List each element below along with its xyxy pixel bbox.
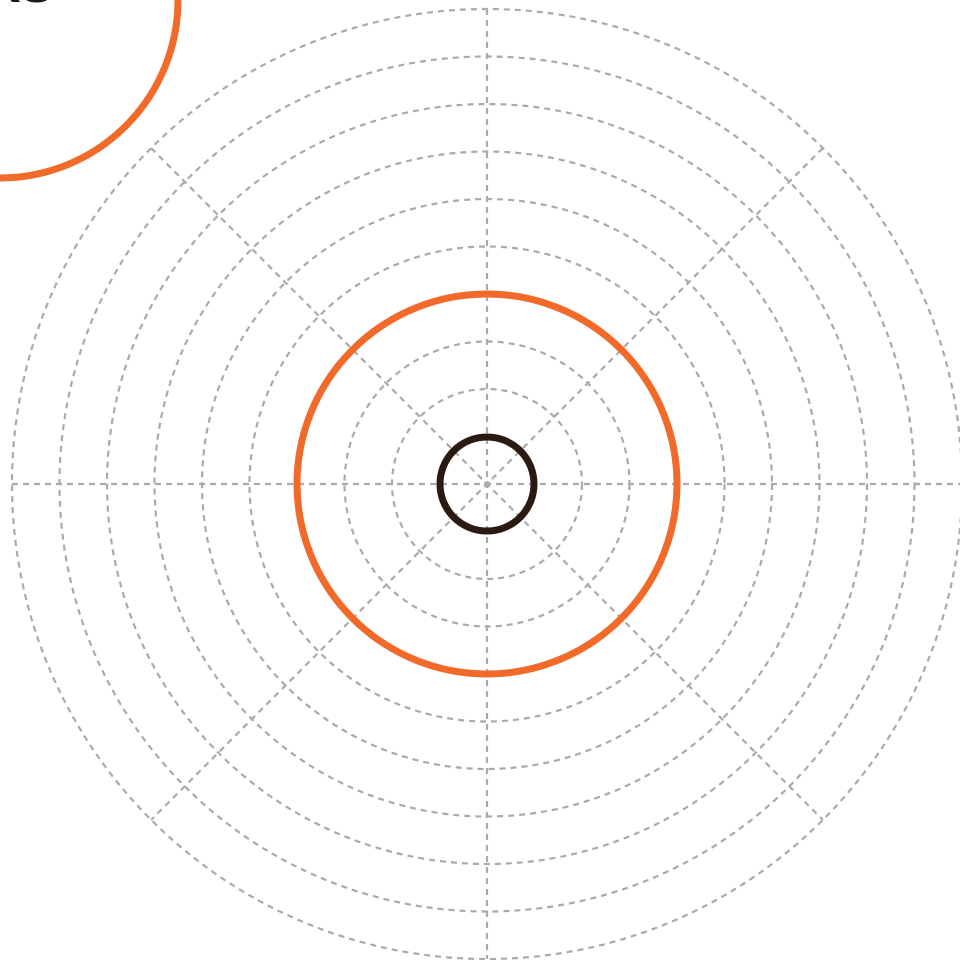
corner-logo: KS — [0, 0, 182, 182]
guide-ring — [105, 102, 869, 866]
logo-text: KS — [0, 0, 53, 13]
center-dot — [484, 481, 490, 487]
small-dark-ring-icon — [436, 433, 538, 535]
guide-ring — [390, 387, 584, 581]
orange-ring-icon — [293, 290, 681, 678]
corner-orange-ring-icon — [0, 0, 182, 182]
guide-ring — [248, 245, 726, 723]
